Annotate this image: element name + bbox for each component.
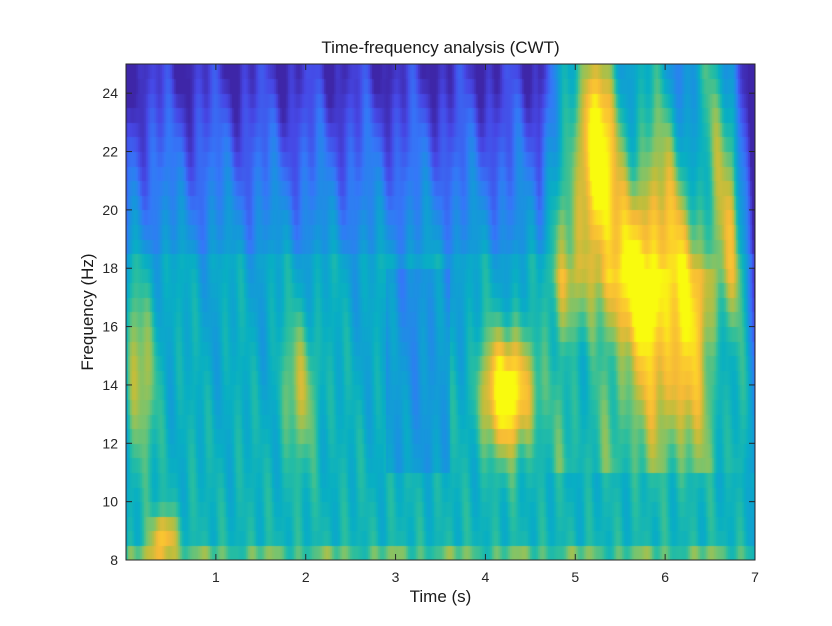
chart-title: Time-frequency analysis (CWT) (321, 38, 560, 57)
spectrogram-heatmap (126, 64, 755, 560)
plot-frame (125, 63, 756, 561)
y-axis-label: Frequency (Hz) (78, 253, 97, 371)
x-tick-label: 3 (392, 569, 400, 585)
x-tick-label: 6 (661, 569, 669, 585)
y-tick-label: 8 (110, 552, 118, 568)
y-tick-label: 18 (102, 260, 118, 276)
y-tick-label: 16 (102, 319, 118, 335)
y-tick-label: 20 (102, 202, 118, 218)
x-tick-label: 4 (482, 569, 490, 585)
y-tick-label: 12 (102, 435, 118, 451)
x-axis-label: Time (s) (409, 587, 472, 606)
y-tick-label: 14 (102, 377, 118, 393)
y-tick-label: 22 (102, 144, 118, 160)
x-tick-label: 2 (302, 569, 310, 585)
x-tick-label: 7 (751, 569, 759, 585)
y-tick-label: 24 (102, 85, 118, 101)
x-tick-label: 5 (571, 569, 579, 585)
x-tick-label: 1 (212, 569, 220, 585)
y-tick-label: 10 (102, 494, 118, 510)
